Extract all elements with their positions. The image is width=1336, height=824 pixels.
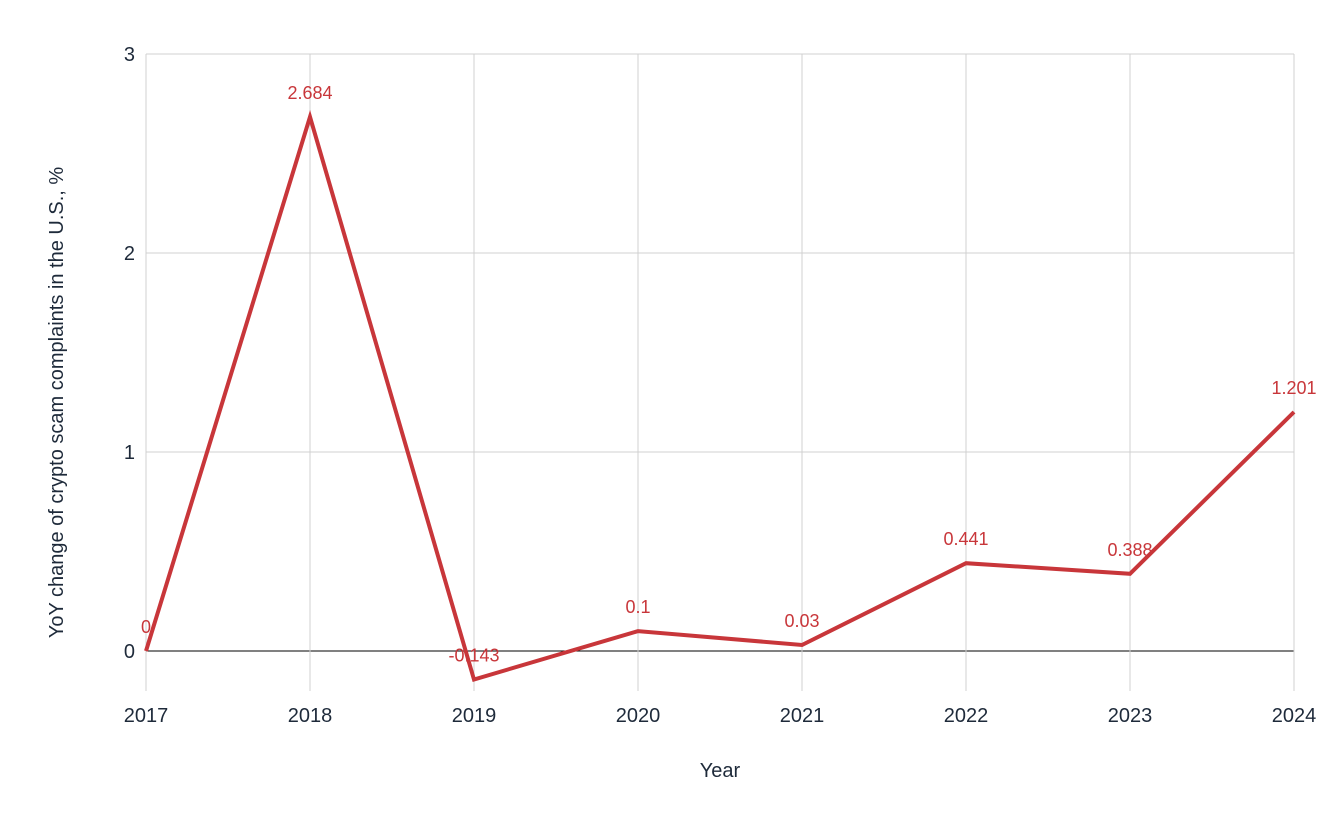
x-axis-title: Year [700, 760, 741, 782]
series [144, 109, 1296, 682]
data-label: 1.201 [1271, 378, 1316, 398]
x-tick-label: 2023 [1108, 705, 1153, 727]
data-label: 0.388 [1107, 540, 1152, 560]
y-axis-title: YoY change of crypto scam complaints in … [46, 167, 68, 639]
data-label: 0 [141, 617, 151, 637]
data-label: 2.684 [287, 83, 332, 103]
x-tick-label: 2022 [944, 705, 989, 727]
y-tick-label: 1 [124, 442, 135, 464]
grid [145, 53, 1295, 691]
y-tick-label: 2 [124, 243, 135, 265]
data-label: -0.143 [448, 645, 499, 665]
x-tick-label: 2018 [288, 705, 333, 727]
x-tick-label: 2017 [124, 705, 169, 727]
data-labels: 0 2.684 -0.143 0.1 0.03 0.441 0.388 1.201 [141, 83, 1317, 666]
x-tick-label: 2020 [616, 705, 661, 727]
series-line [144, 109, 1296, 682]
y-tick-label: 3 [124, 44, 135, 66]
x-tick-label: 2024 [1272, 705, 1317, 727]
data-label: 0.03 [784, 611, 819, 631]
x-tick-label: 2019 [452, 705, 497, 727]
y-tick-label: 0 [124, 641, 135, 663]
y-axis-ticks: 0 1 2 3 [124, 44, 135, 663]
data-label: 0.1 [625, 597, 650, 617]
x-tick-label: 2021 [780, 705, 825, 727]
data-label: 0.441 [943, 529, 988, 549]
x-axis-ticks: 2017 2018 2019 2020 2021 2022 2023 2024 [124, 705, 1317, 727]
